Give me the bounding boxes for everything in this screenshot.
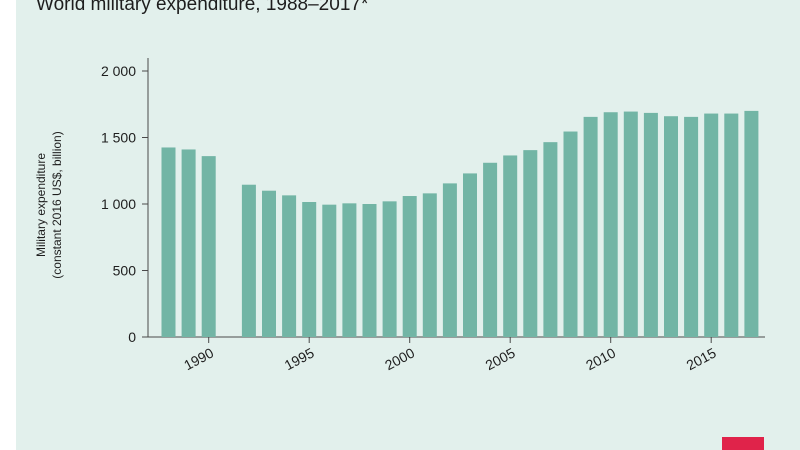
bar-2013 xyxy=(664,116,678,337)
y-axis-label-line2: (constant 2016 US$, billion) xyxy=(50,131,64,278)
bar-2001 xyxy=(422,193,437,337)
bar-2015 xyxy=(704,113,719,337)
bar-1992 xyxy=(241,184,256,337)
bar-2005 xyxy=(503,155,518,337)
bar-2012 xyxy=(643,112,658,338)
chart-title: World military expenditure, 1988–2017* xyxy=(36,0,369,15)
bar-2011 xyxy=(623,111,638,337)
x-tick-label: 2010 xyxy=(583,344,618,373)
bar-2002 xyxy=(442,183,457,337)
y-tick-label: 500 xyxy=(113,263,137,279)
bar-1993 xyxy=(262,190,276,337)
bar-1988 xyxy=(161,147,176,337)
bar-1995 xyxy=(302,202,317,337)
bar-2007 xyxy=(543,142,558,337)
y-axis-label-line1: Military expenditure xyxy=(34,153,48,257)
bar-2000 xyxy=(402,196,417,337)
x-axis: 1990 1995 2000 2005 2010 2015 xyxy=(148,336,765,373)
x-tick-label: 2005 xyxy=(483,344,518,373)
bar-1994 xyxy=(282,195,297,337)
bar-2014 xyxy=(684,116,699,337)
bar-1999 xyxy=(382,201,397,337)
brand-badge xyxy=(722,437,764,450)
bar-2008 xyxy=(563,131,578,337)
bar-1989 xyxy=(181,149,196,337)
bar-2004 xyxy=(483,162,498,337)
bar-2006 xyxy=(523,150,538,337)
bar-1990 xyxy=(201,156,216,337)
bar-2010 xyxy=(603,112,618,337)
bar-2017 xyxy=(744,110,759,338)
bars xyxy=(161,110,759,338)
y-tick-label: 1 500 xyxy=(101,130,136,146)
y-axis: 0 500 1 000 1 500 2 000 xyxy=(101,58,149,345)
bar-1998 xyxy=(362,204,377,337)
bar-1996 xyxy=(322,204,337,337)
y-tick-label: 0 xyxy=(128,329,136,345)
bar-2016 xyxy=(724,113,739,337)
bar-2003 xyxy=(463,173,477,337)
x-tick-label: 1995 xyxy=(282,344,317,373)
x-tick-label: 2015 xyxy=(684,344,719,373)
x-tick-label: 2000 xyxy=(382,344,417,373)
bar-1997 xyxy=(342,203,357,337)
x-tick-label: 1990 xyxy=(181,344,216,373)
y-tick-label: 2 000 xyxy=(101,63,136,79)
bar-2009 xyxy=(583,116,598,337)
y-tick-label: 1 000 xyxy=(101,196,136,212)
